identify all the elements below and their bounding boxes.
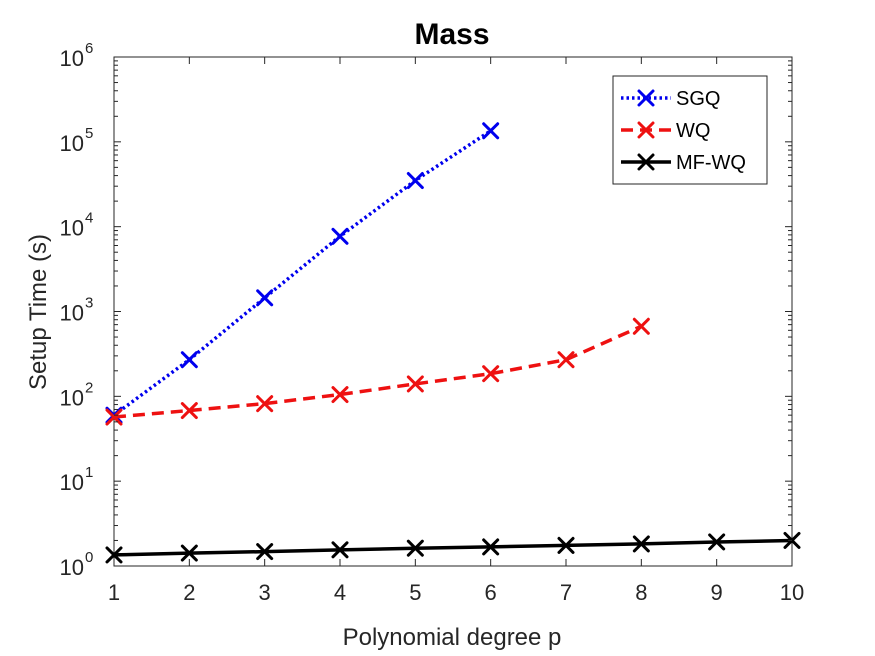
data-point-wq (180, 402, 198, 420)
data-point-mf-wq (105, 546, 123, 564)
y-tick-base: 10 (60, 470, 84, 495)
data-point-sgq (406, 172, 424, 190)
legend-marker-wq (637, 121, 655, 139)
data-point-mf-wq (406, 539, 424, 557)
data-point-wq (557, 351, 575, 369)
y-tick-exponent: 4 (85, 210, 93, 227)
y-tick-exponent: 2 (85, 379, 93, 396)
y-axis-label: Setup Time (s) (25, 234, 52, 390)
data-point-sgq (180, 351, 198, 369)
y-tick-exponent: 5 (85, 125, 93, 142)
y-tick-base: 10 (60, 46, 84, 71)
legend-marker-sgq (637, 89, 655, 107)
y-tick-label: 10 (60, 46, 84, 71)
data-point-mf-wq (331, 541, 349, 559)
x-tick-label: 3 (259, 580, 271, 605)
data-point-sgq (482, 122, 500, 140)
legend-entry-wq: WQ (621, 120, 710, 142)
data-point-mf-wq (256, 543, 274, 561)
y-tick-label: 10 (60, 301, 84, 326)
data-point-mf-wq (482, 538, 500, 556)
series-layer (105, 122, 801, 564)
legend-label-mf-wq: MF-WQ (676, 152, 746, 174)
data-point-wq (256, 395, 274, 413)
x-tick-label: 7 (560, 580, 572, 605)
x-tick-label: 8 (635, 580, 647, 605)
x-tick-label: 2 (183, 580, 195, 605)
data-point-wq (331, 386, 349, 404)
chart-title: Mass (414, 18, 489, 51)
series-line-sgq (112, 129, 492, 417)
data-point-wq (632, 317, 650, 335)
x-tick-label: 1 (108, 580, 120, 605)
data-point-wq (105, 408, 123, 426)
data-point-wq (406, 375, 424, 393)
y-tick-label: 10 (60, 385, 84, 410)
x-tick-label: 6 (485, 580, 497, 605)
legend-label-wq: WQ (676, 120, 710, 142)
y-tick-base: 10 (60, 301, 84, 326)
legend: SGQ WQ MF-WQ (612, 75, 768, 185)
x-tick-label: 4 (334, 580, 346, 605)
y-tick-exponent: 6 (85, 40, 93, 57)
legend-marker-mf-wq (637, 153, 655, 171)
series-sgq (105, 122, 500, 424)
series-mf-wq (105, 531, 801, 564)
x-tick-label: 5 (409, 580, 421, 605)
y-tick-label: 10 (60, 470, 84, 495)
series-line-mf-wq (113, 538, 793, 557)
data-point-mf-wq (180, 544, 198, 562)
data-point-wq (482, 365, 500, 383)
x-tick-label: 10 (780, 580, 804, 605)
y-tick-label: 10 (60, 131, 84, 156)
legend-entry-sgq: SGQ (621, 88, 720, 110)
data-point-mf-wq (708, 533, 726, 551)
y-tick-exponent: 0 (85, 549, 93, 566)
x-axis-ticks: 1 2 3 4 5 6 7 8 9 10 (108, 57, 804, 605)
y-tick-label: 10 (60, 555, 84, 580)
y-tick-base: 10 (60, 385, 84, 410)
data-point-sgq (256, 289, 274, 307)
legend-box (612, 75, 768, 185)
legend-label-sgq: SGQ (676, 88, 720, 110)
y-tick-label: 10 (60, 216, 84, 241)
y-tick-base: 10 (60, 216, 84, 241)
x-tick-label: 9 (711, 580, 723, 605)
y-tick-exponent: 1 (85, 464, 93, 481)
y-tick-base: 10 (60, 555, 84, 580)
y-tick-base: 10 (60, 131, 84, 156)
x-axis-label: Polynomial degree p (343, 624, 562, 651)
series-line-wq (113, 324, 643, 419)
series-wq (105, 317, 650, 426)
legend-entry-mf-wq: MF-WQ (621, 152, 746, 174)
y-tick-exponent: 3 (85, 295, 93, 312)
data-point-sgq (331, 227, 349, 245)
data-point-mf-wq (557, 536, 575, 554)
data-point-mf-wq (632, 535, 650, 553)
